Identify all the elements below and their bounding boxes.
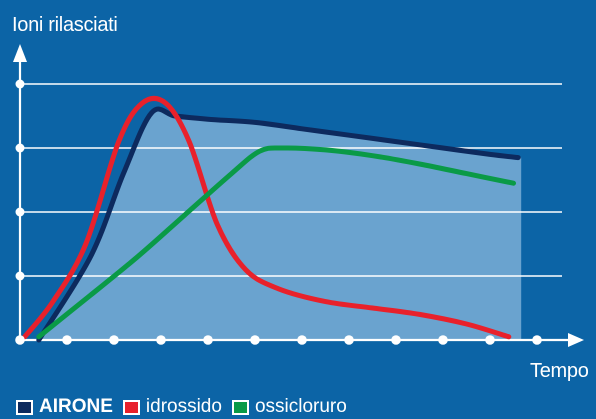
x-axis-arrow — [568, 333, 584, 347]
x-tick-10 — [485, 335, 495, 345]
x-tick-1 — [62, 335, 72, 345]
x-axis-label: Tempo — [530, 360, 589, 382]
y-tick-1 — [15, 271, 25, 281]
series-line-airone — [36, 106, 521, 343]
x-tick-3 — [156, 335, 166, 345]
x-tick-5 — [250, 335, 260, 345]
series-line-ossicloruro — [36, 145, 516, 340]
x-tick-8 — [391, 335, 401, 345]
legend: AIRONE idrossido ossicloruro — [16, 396, 357, 418]
legend-item-ossicloruro: ossicloruro — [231, 396, 347, 418]
legend-label-ossicloruro: ossicloruro — [254, 396, 347, 417]
x-tick-2 — [109, 335, 119, 345]
legend-item-airone: AIRONE — [16, 396, 113, 418]
legend-label-airone: AIRONE — [39, 396, 113, 417]
y-axis-label: Ioni rilasciati — [12, 14, 118, 36]
y-axis-arrow — [13, 44, 27, 62]
x-tick-4 — [203, 335, 213, 345]
series-line-idrossido — [22, 95, 512, 340]
x-tick-11 — [532, 335, 542, 345]
x-tick-9 — [438, 335, 448, 345]
legend-label-idrossido: idrossido — [145, 396, 222, 417]
y-tick-3 — [15, 143, 25, 153]
y-tick-4 — [15, 79, 25, 89]
x-tick-7 — [344, 335, 354, 345]
legend-swatch-ossicloruro — [231, 399, 249, 415]
legend-swatch-airone — [16, 399, 33, 415]
x-tick-6 — [297, 335, 307, 345]
area-fill-airone — [38, 109, 522, 340]
y-tick-2 — [15, 207, 25, 217]
x-tick-0 — [15, 335, 25, 345]
legend-swatch-idrossido — [122, 399, 140, 415]
legend-item-idrossido: idrossido — [122, 396, 222, 418]
